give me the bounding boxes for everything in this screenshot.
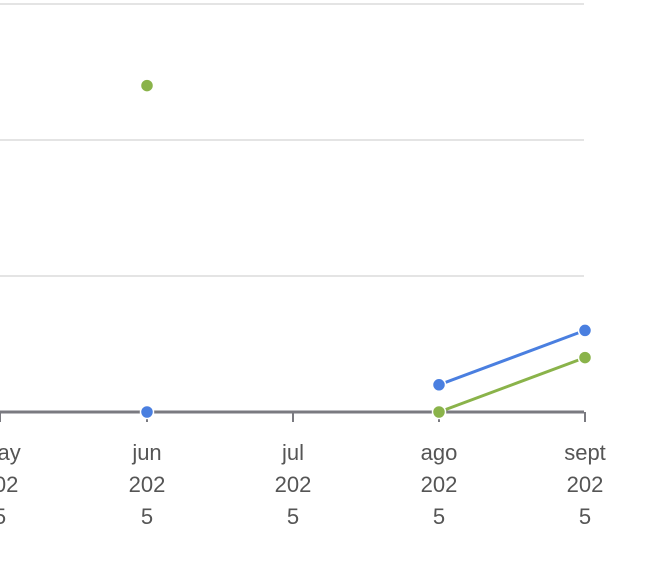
- data-point: [431, 377, 447, 393]
- x-tick-label: jul 2025: [274, 440, 312, 529]
- x-tick-label: ago 2025: [420, 440, 458, 529]
- data-point: [577, 350, 593, 365]
- data-point: [139, 78, 155, 93]
- data-point: [431, 404, 447, 420]
- data-point: [139, 404, 155, 420]
- x-tick-label: jun 2025: [128, 440, 166, 529]
- data-point: [577, 323, 593, 338]
- series-line: [438, 328, 586, 387]
- series-line: [438, 356, 586, 414]
- x-tick-label: may 2025: [0, 440, 21, 529]
- x-tick-label: sept 2025: [564, 440, 606, 529]
